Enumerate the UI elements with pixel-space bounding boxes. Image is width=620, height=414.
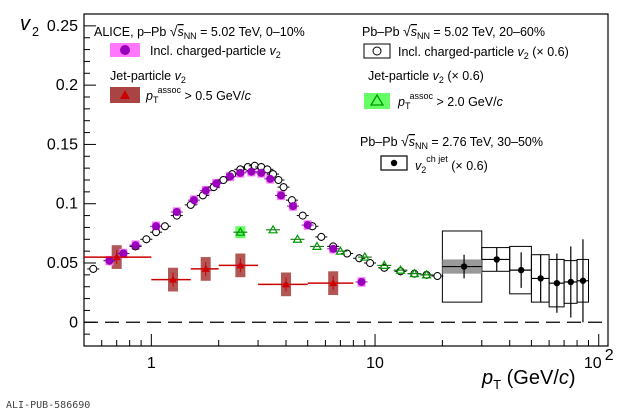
pbpb-incl-point — [433, 272, 442, 281]
pbpb-incl-point — [366, 259, 375, 267]
x-tick-label: 10 — [584, 355, 602, 372]
pbpb-incl-point — [89, 264, 98, 273]
y-tick-label: 0.05 — [47, 255, 78, 272]
legend-pbpb-incl-label: Incl. charged-particle v2 (× 0.6) — [398, 45, 569, 61]
incl-point — [189, 196, 198, 205]
pbpb-incl-point — [219, 176, 228, 184]
pbpb-jet-point — [311, 241, 322, 250]
data-layer — [84, 161, 608, 323]
x-tick-label: 10 — [366, 355, 384, 372]
x-tick-label: 1 — [147, 355, 156, 372]
jet-point — [236, 261, 245, 269]
incl-point — [201, 186, 210, 195]
jet-point — [282, 280, 291, 288]
jet-point — [201, 264, 210, 272]
legend-incl-label: Incl. charged-particle v2 — [150, 44, 281, 60]
y-tick-label: 0.1 — [56, 196, 78, 213]
y-tick-label: 0.15 — [47, 136, 78, 153]
chjet-point — [460, 263, 468, 270]
legend-pbpb-502-header: Pb–Pb √sNN = 5.02 TeV, 20–60% — [362, 23, 545, 41]
chjet-point — [567, 278, 574, 286]
incl-point — [236, 168, 245, 177]
pbpb-incl-point — [279, 183, 288, 192]
legend: ALICE, p–Pb √sNN = 5.02 TeV, 0–10% Pb–Pb… — [94, 23, 569, 175]
y-axis-label-sub: 2 — [32, 25, 39, 39]
x-tick-label-exp: 2 — [605, 347, 614, 364]
plot-frame — [83, 13, 609, 347]
incl-point — [226, 172, 235, 181]
incl-point — [119, 249, 128, 258]
incl-point — [131, 241, 140, 250]
x-axis-label: pT (GeV/c) — [481, 367, 576, 392]
jet-point — [112, 253, 121, 261]
chjet-point — [537, 275, 544, 282]
legend-pbpb-incl-box — [363, 43, 391, 59]
y-tick-label: 0.2 — [56, 77, 78, 94]
pbpb-incl-point — [274, 176, 283, 184]
footer-id: ALI-PUB-586690 — [6, 400, 90, 411]
axis-ticks: 00.050.10.150.20.251 10 10 2 — [47, 18, 614, 372]
jet-point — [329, 279, 338, 287]
incl-point — [212, 179, 221, 188]
pbpb-incl-point — [142, 235, 151, 244]
y-tick-label: 0 — [69, 314, 78, 331]
y-tick-label: 0.25 — [47, 18, 78, 35]
chjet-point — [493, 256, 500, 263]
pbpb-jet-point — [359, 251, 370, 261]
legend-chjet-marker — [390, 159, 398, 167]
legend-chjet-box — [380, 155, 408, 171]
pbpb-incl-point — [160, 222, 169, 231]
incl-point — [266, 174, 275, 183]
incl-point — [329, 244, 338, 253]
incl-point — [172, 208, 181, 217]
pbpb-jet-point — [268, 224, 279, 234]
pbpb-incl-point — [298, 211, 307, 220]
pbpb-jet-point — [395, 264, 406, 274]
legend-chjet-label: v2ch jet (× 0.6) — [415, 154, 488, 175]
legend-alice-header: ALICE, p–Pb √sNN = 5.02 TeV, 0–10% — [94, 23, 305, 41]
incl-point — [105, 256, 114, 265]
pbpb-jet-point — [379, 260, 390, 269]
incl-point — [357, 277, 366, 286]
legend-jet-marker — [120, 90, 130, 99]
legend-pbpb-jet-header: Jet-particle v2 (× 0.6) — [368, 69, 484, 85]
pbpb-jet-point — [421, 269, 432, 279]
legend-jet-header: Jet-particle v2 — [110, 69, 186, 85]
chjet-point — [517, 266, 525, 274]
legend-jet-label: pTassoc > 0.5 GeV/c — [145, 85, 252, 105]
legend-incl-marker — [120, 45, 130, 55]
legend-pbpb-jet-marker — [369, 93, 385, 106]
legend-pbpb-jet-label: pTassoc > 2.0 GeV/c — [397, 91, 504, 111]
pbpb-incl-point — [263, 165, 272, 174]
chjet-point — [579, 277, 587, 284]
legend-pbpb-276-header: Pb–Pb √sNN = 2.76 TeV, 30–50% — [360, 133, 543, 151]
incl-point — [289, 202, 298, 211]
pbpb-incl-point — [317, 232, 326, 241]
y-axis-label: v — [20, 13, 31, 35]
pbpb-jet-point — [292, 234, 303, 243]
pbpb-jet-point — [335, 245, 346, 255]
incl-point — [247, 167, 256, 176]
jet-point — [169, 275, 178, 283]
incl-point — [257, 168, 266, 177]
incl-point — [303, 221, 312, 230]
incl-point — [277, 191, 286, 200]
pbpb-jet-point — [235, 226, 246, 236]
incl-point — [152, 222, 161, 231]
chjet-point — [553, 279, 561, 287]
pbpb-jet-point — [409, 268, 420, 278]
legend-pbpb-incl-marker — [372, 46, 382, 56]
